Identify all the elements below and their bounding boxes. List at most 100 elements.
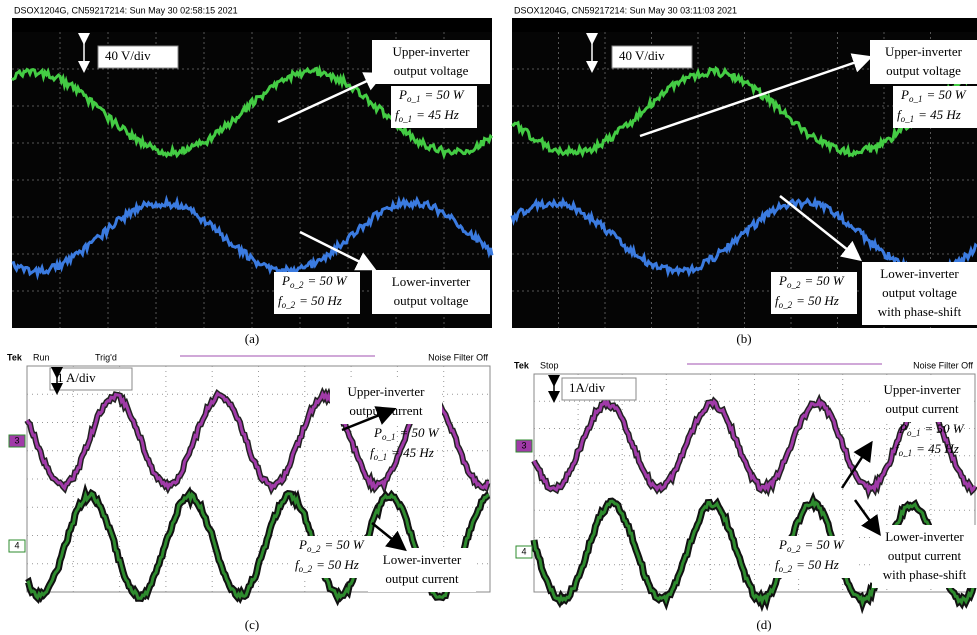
status-text: 40.0V/ [626, 19, 653, 29]
label-text: output voltage [882, 285, 957, 300]
value: = 45 Hz [416, 107, 459, 122]
label-text: Lower-inverter [383, 552, 462, 567]
status-text: 40.0V/ [130, 19, 157, 29]
status-bar [5, 350, 492, 366]
value: = 50 W [399, 425, 439, 440]
label-text: output current [888, 548, 962, 563]
status-text: 5.000s/ [857, 19, 887, 29]
status-text: Stop [938, 19, 957, 29]
panel: Tek Run Trig'd Noise Filter Off 3 4 1 A/div Upp… [5, 350, 492, 632]
label-text: with phase-shift [883, 567, 967, 582]
caption: (a) [245, 331, 259, 346]
value: = 50 W [307, 273, 347, 288]
subscript: o_1 [899, 448, 913, 458]
value: = 50 Hz [796, 557, 839, 572]
status-text: Tek [514, 360, 530, 370]
status-text: 1 [516, 19, 521, 29]
label-text: Upper-inverter [393, 44, 471, 59]
subscript: o_1 [382, 432, 396, 442]
status-text: 4 [663, 19, 668, 29]
subscript: o_2 [787, 280, 801, 290]
channel-label: 3 [14, 435, 19, 445]
status-text: 3 [120, 19, 125, 29]
status-text: 4 [168, 19, 173, 29]
value: = 50 W [804, 537, 844, 552]
value: = 50 Hz [316, 557, 359, 572]
status-text: Trig'd [95, 352, 117, 362]
scale-label: 1A/div [569, 380, 606, 395]
panel: DSOX1204G, CN59217214: Sun May 30 02:58:… [12, 5, 492, 346]
status-text: 2 [570, 19, 575, 29]
label-text: Lower-inverter [880, 266, 959, 281]
status-text: 3 [617, 19, 622, 29]
subscript: o_1 [907, 428, 921, 438]
label-text: output voltage [394, 63, 469, 78]
status-text: Tek [7, 352, 23, 362]
status-text: Run [33, 352, 50, 362]
label-text: output current [385, 571, 459, 586]
scale-label: 40 V/div [619, 48, 665, 63]
channel-label: 4 [14, 540, 19, 550]
channel-label: 4 [521, 546, 526, 556]
label-text: Upper-inverter [348, 384, 426, 399]
value: = 50 W [924, 421, 964, 436]
channel-label: 3 [521, 440, 526, 450]
value: = 45 Hz [918, 107, 961, 122]
status-text: 40.0V/ [580, 19, 607, 29]
label-text: output current [885, 401, 959, 416]
subscript: o_2 [290, 280, 304, 290]
caption: (c) [245, 617, 259, 632]
label-text: Upper-inverter [885, 44, 963, 59]
label-text: with phase-shift [878, 304, 962, 319]
subscript: o_1 [407, 94, 421, 104]
subscript: o_2 [282, 300, 296, 310]
value: = 50 W [804, 273, 844, 288]
subscript: o_2 [779, 564, 793, 574]
subscript: o_1 [901, 114, 915, 124]
label-text: output voltage [886, 63, 961, 78]
status-text: 40.0V/ [82, 19, 109, 29]
status-bar [512, 358, 977, 374]
symbol: P [900, 87, 909, 102]
subscript: o_1 [399, 114, 413, 124]
symbol: P [298, 537, 307, 552]
scale-label: 1 A/div [57, 370, 96, 385]
figure: DSOX1204G, CN59217214: Sun May 30 02:58:… [0, 0, 977, 635]
status-text: Noise Filter Off [428, 352, 488, 362]
status-text: 5.000s/ [368, 19, 398, 29]
symbol: P [373, 425, 382, 440]
subscript: o_2 [307, 544, 321, 554]
scale-label: 40 V/div [105, 48, 151, 63]
symbol: P [281, 273, 290, 288]
panel: Tek Stop Noise Filter Off 3 4 1A/div Upper-inv… [512, 358, 977, 632]
label-text: Upper-inverter [884, 382, 962, 397]
symbol: P [898, 421, 907, 436]
subscript: o_1 [909, 94, 923, 104]
status-text: 2 [72, 19, 77, 29]
status-text: Stop [540, 360, 559, 370]
status-text: 0.0s [818, 19, 836, 29]
label-text: Lower-inverter [392, 274, 471, 289]
caption: (d) [756, 617, 771, 632]
value: = 45 Hz [391, 445, 434, 460]
label-text: output current [349, 403, 423, 418]
status-text: 0.0s [328, 19, 346, 29]
value: = 50 Hz [299, 293, 342, 308]
subscript: o_1 [374, 452, 388, 462]
scope-header: DSOX1204G, CN59217214: Sun May 30 02:58:… [14, 5, 238, 15]
value: = 50 W [424, 87, 464, 102]
symbol: P [778, 273, 787, 288]
status-text: 1 [16, 19, 21, 29]
symbol: P [398, 87, 407, 102]
scope-header: DSOX1204G, CN59217214: Sun May 30 03:11:… [514, 5, 737, 15]
label-text: Lower-inverter [885, 529, 964, 544]
page: DSOX1204G, CN59217214: Sun May 30 02:58:… [0, 0, 977, 635]
status-text: Noise Filter Off [913, 360, 973, 370]
panel: DSOX1204G, CN59217214: Sun May 30 03:11:… [512, 5, 977, 346]
caption: (b) [736, 331, 751, 346]
subscript: o_2 [787, 544, 801, 554]
status-text: Stop [452, 19, 471, 29]
value: = 45 Hz [916, 441, 959, 456]
subscript: o_2 [299, 564, 313, 574]
value: = 50 W [926, 87, 966, 102]
